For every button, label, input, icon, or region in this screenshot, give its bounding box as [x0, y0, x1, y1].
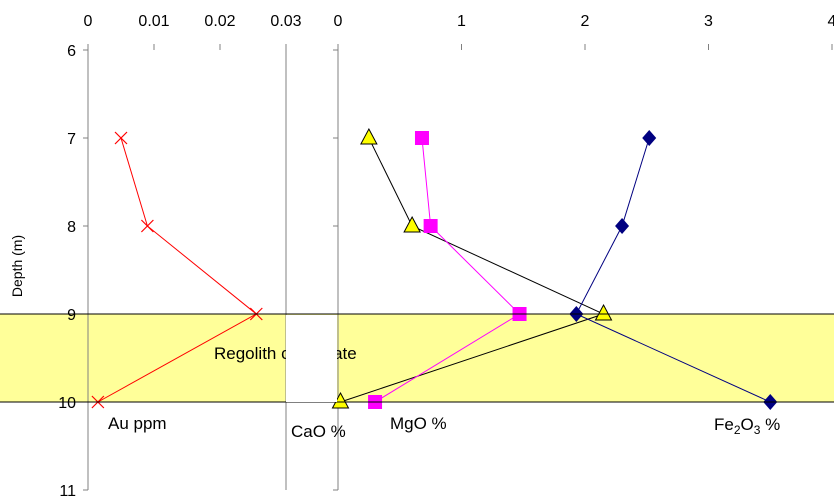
- x-tick-label: 0: [334, 13, 343, 30]
- x-tick-label: 4: [828, 13, 834, 30]
- series-line: [97, 137, 258, 403]
- x-tick-label: 2: [581, 13, 590, 30]
- square-marker: [414, 131, 429, 145]
- y-tick-label: 6: [67, 43, 76, 60]
- series-fe2o3-: [569, 130, 778, 410]
- x-tick-label: 3: [704, 13, 713, 30]
- y-tick-label: 11: [59, 483, 76, 498]
- series-line: [374, 137, 521, 403]
- series-layer: [91, 127, 778, 410]
- right-panel: 0 1 2 3 4: [334, 13, 834, 490]
- depth-ticks: 6 7 8 9 10 11: [58, 43, 338, 498]
- series-line: [340, 137, 605, 403]
- diamond-marker: [642, 130, 657, 146]
- x-tick-label: 0.01: [138, 13, 169, 30]
- y-tick-label: 10: [58, 395, 76, 412]
- right-x-ticks: 0 1 2 3 4: [334, 13, 834, 50]
- diamond-marker: [615, 218, 630, 234]
- left-panel: 0 0.01 0.02 0.03 6 7 8 9 10 11: [58, 13, 338, 498]
- triangle-marker: [360, 127, 378, 145]
- x-tick-label: 0.03: [270, 13, 301, 30]
- series-cao-: [331, 127, 613, 409]
- x-tick-label: 0.02: [204, 13, 235, 30]
- au-label: Au ppm: [108, 414, 167, 433]
- y-axis-title: Depth (m): [9, 235, 25, 297]
- square-marker: [423, 219, 438, 233]
- panel-gap: [286, 315, 337, 402]
- y-tick-label: 7: [67, 131, 76, 148]
- regolith-carbonate-band: [0, 314, 834, 402]
- x-tick-label: 0: [84, 13, 93, 30]
- x-marker: [114, 131, 128, 145]
- triangle-marker: [403, 215, 421, 233]
- y-tick-label: 8: [67, 219, 76, 236]
- left-x-ticks: 0 0.01 0.02 0.03: [84, 13, 302, 50]
- x-tick-label: 1: [457, 13, 466, 30]
- mgo-label: MgO %: [390, 414, 447, 433]
- x-marker: [140, 219, 154, 233]
- fe2o3-label: Fe2O3 %: [714, 415, 780, 437]
- y-tick-label: 9: [67, 307, 76, 324]
- series-line: [575, 137, 771, 403]
- triangle-marker: [594, 303, 613, 321]
- cao-label: CaO %: [291, 422, 346, 441]
